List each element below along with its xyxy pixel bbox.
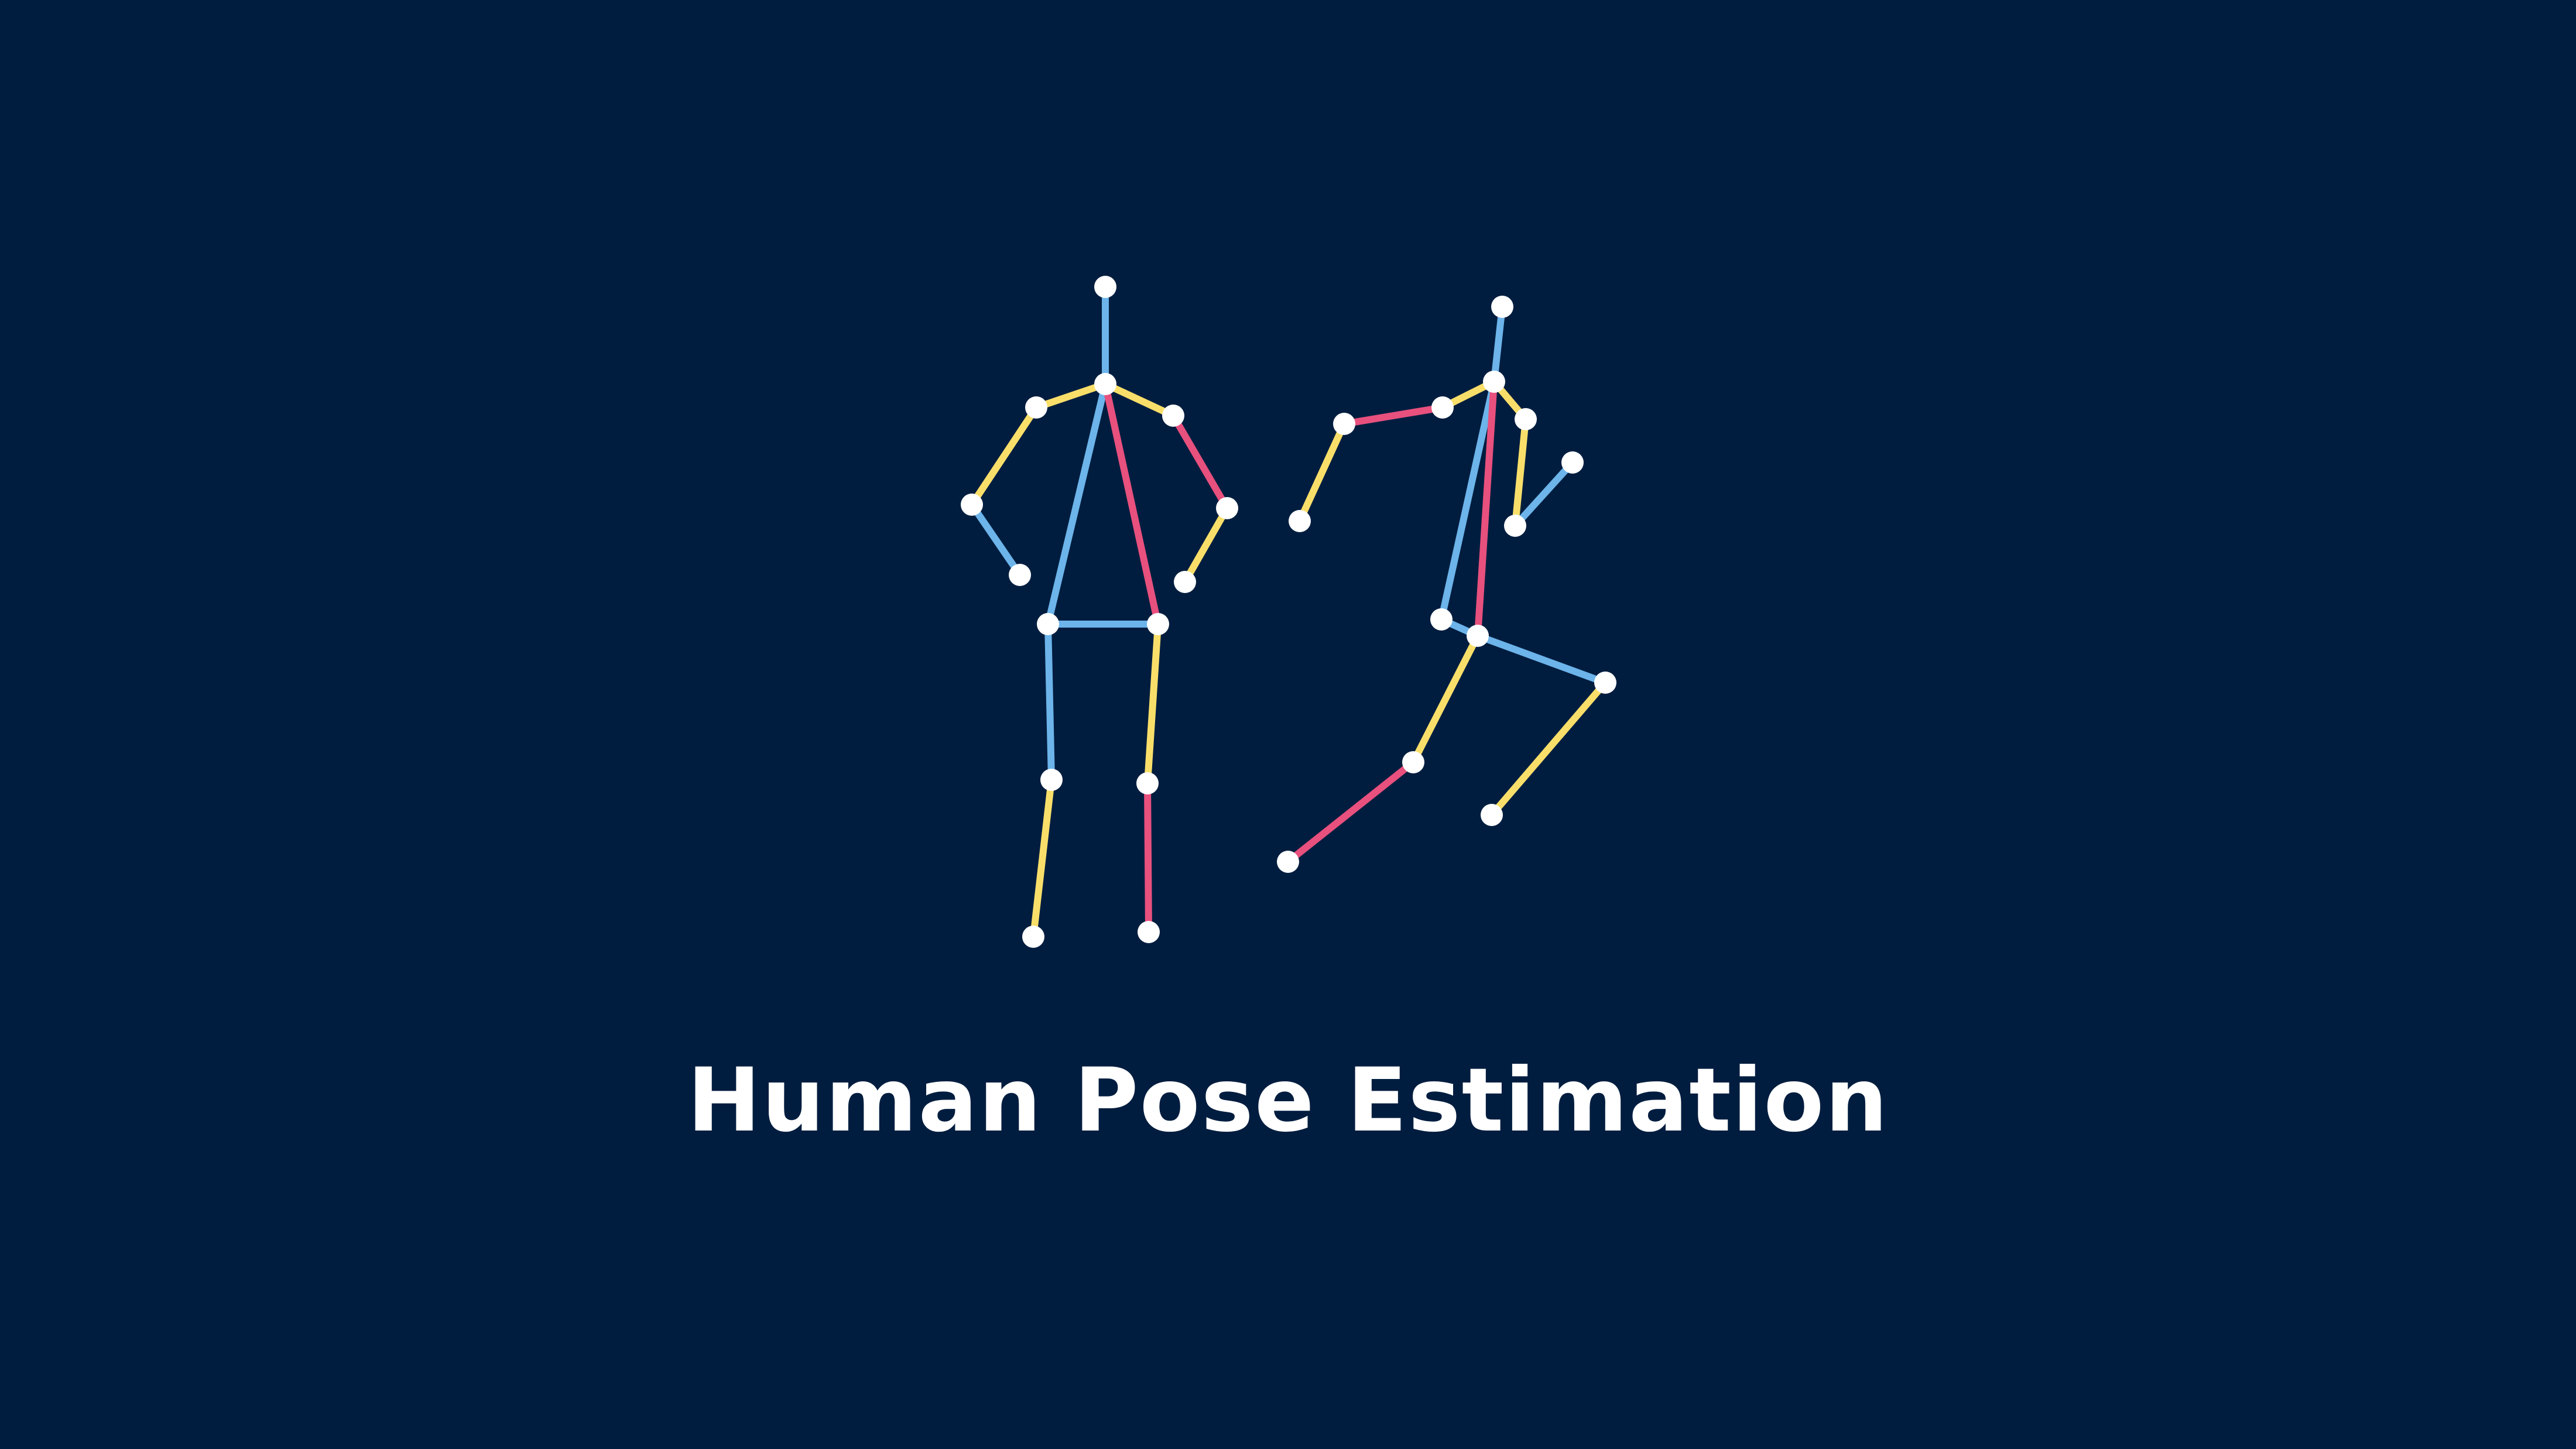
joint-neck	[1094, 373, 1116, 395]
joint-right-wrist	[1174, 571, 1196, 593]
bone-right-elbow-to-right-wrist	[1181, 505, 1231, 585]
standing-figure	[961, 276, 1238, 948]
bone-right-elbow-to-right-wrist	[1512, 459, 1576, 529]
bone-left-knee-to-left-ankle	[1030, 776, 1055, 940]
joint-left-knee	[1040, 769, 1063, 791]
bone-right-shoulder-to-right-elbow	[1512, 416, 1529, 529]
bone-left-elbow-to-left-wrist	[968, 501, 1023, 578]
bone-right-shoulder-to-right-elbow	[1170, 412, 1231, 512]
joint-head	[1491, 296, 1513, 318]
joint-head	[1094, 276, 1116, 298]
bone-right-hip-to-right-knee	[1474, 632, 1609, 686]
joint-left-shoulder	[1025, 396, 1047, 419]
page-title: Human Pose Estimation	[687, 1050, 1889, 1152]
joint-right-knee	[1594, 672, 1616, 694]
running-figure	[1277, 296, 1616, 873]
bone-left-knee-to-left-ankle	[1284, 759, 1417, 865]
joint-right-shoulder	[1162, 405, 1184, 427]
joint-right-knee	[1136, 772, 1159, 794]
joint-right-ankle	[1481, 804, 1503, 826]
joint-right-hip	[1467, 625, 1489, 647]
joint-neck	[1483, 371, 1505, 393]
bone-neck-to-left-hip	[1438, 378, 1498, 623]
bone-left-elbow-to-left-wrist	[1296, 420, 1348, 525]
bone-right-hip-to-left-knee	[1410, 632, 1481, 766]
bone-left-hip-to-left-knee	[1044, 621, 1055, 783]
bone-left-shoulder-to-left-elbow	[1341, 404, 1446, 427]
joint-right-elbow	[1504, 515, 1526, 537]
bone-left-shoulder-to-left-elbow	[968, 404, 1040, 508]
bone-neck-to-right-hip	[1474, 378, 1498, 639]
bone-right-hip-to-right-knee	[1144, 621, 1162, 787]
joint-left-hip	[1037, 613, 1059, 635]
joint-left-elbow	[961, 494, 983, 516]
joint-right-wrist	[1561, 451, 1584, 474]
bone-head-to-neck	[1491, 303, 1506, 385]
joint-right-shoulder	[1515, 408, 1537, 430]
joint-left-ankle	[1022, 926, 1044, 948]
joint-left-wrist	[1009, 564, 1031, 586]
joint-left-wrist	[1289, 510, 1311, 532]
joint-left-knee	[1402, 751, 1424, 773]
joint-left-ankle	[1277, 851, 1299, 873]
bone-neck-to-right-shoulder	[1102, 381, 1177, 419]
bone-neck-to-right-hip	[1102, 381, 1162, 628]
joint-right-ankle	[1138, 921, 1160, 943]
joint-left-elbow	[1333, 413, 1355, 435]
bone-neck-to-left-hip	[1044, 381, 1109, 628]
joint-right-hip	[1147, 613, 1169, 635]
bone-right-knee-to-right-ankle	[1144, 780, 1152, 936]
bone-right-knee-to-right-ankle	[1488, 679, 1609, 818]
joint-left-shoulder	[1431, 396, 1454, 419]
joint-right-elbow	[1216, 497, 1238, 519]
joint-left-hip	[1430, 608, 1453, 631]
bone-neck-to-left-shoulder	[1033, 381, 1109, 411]
